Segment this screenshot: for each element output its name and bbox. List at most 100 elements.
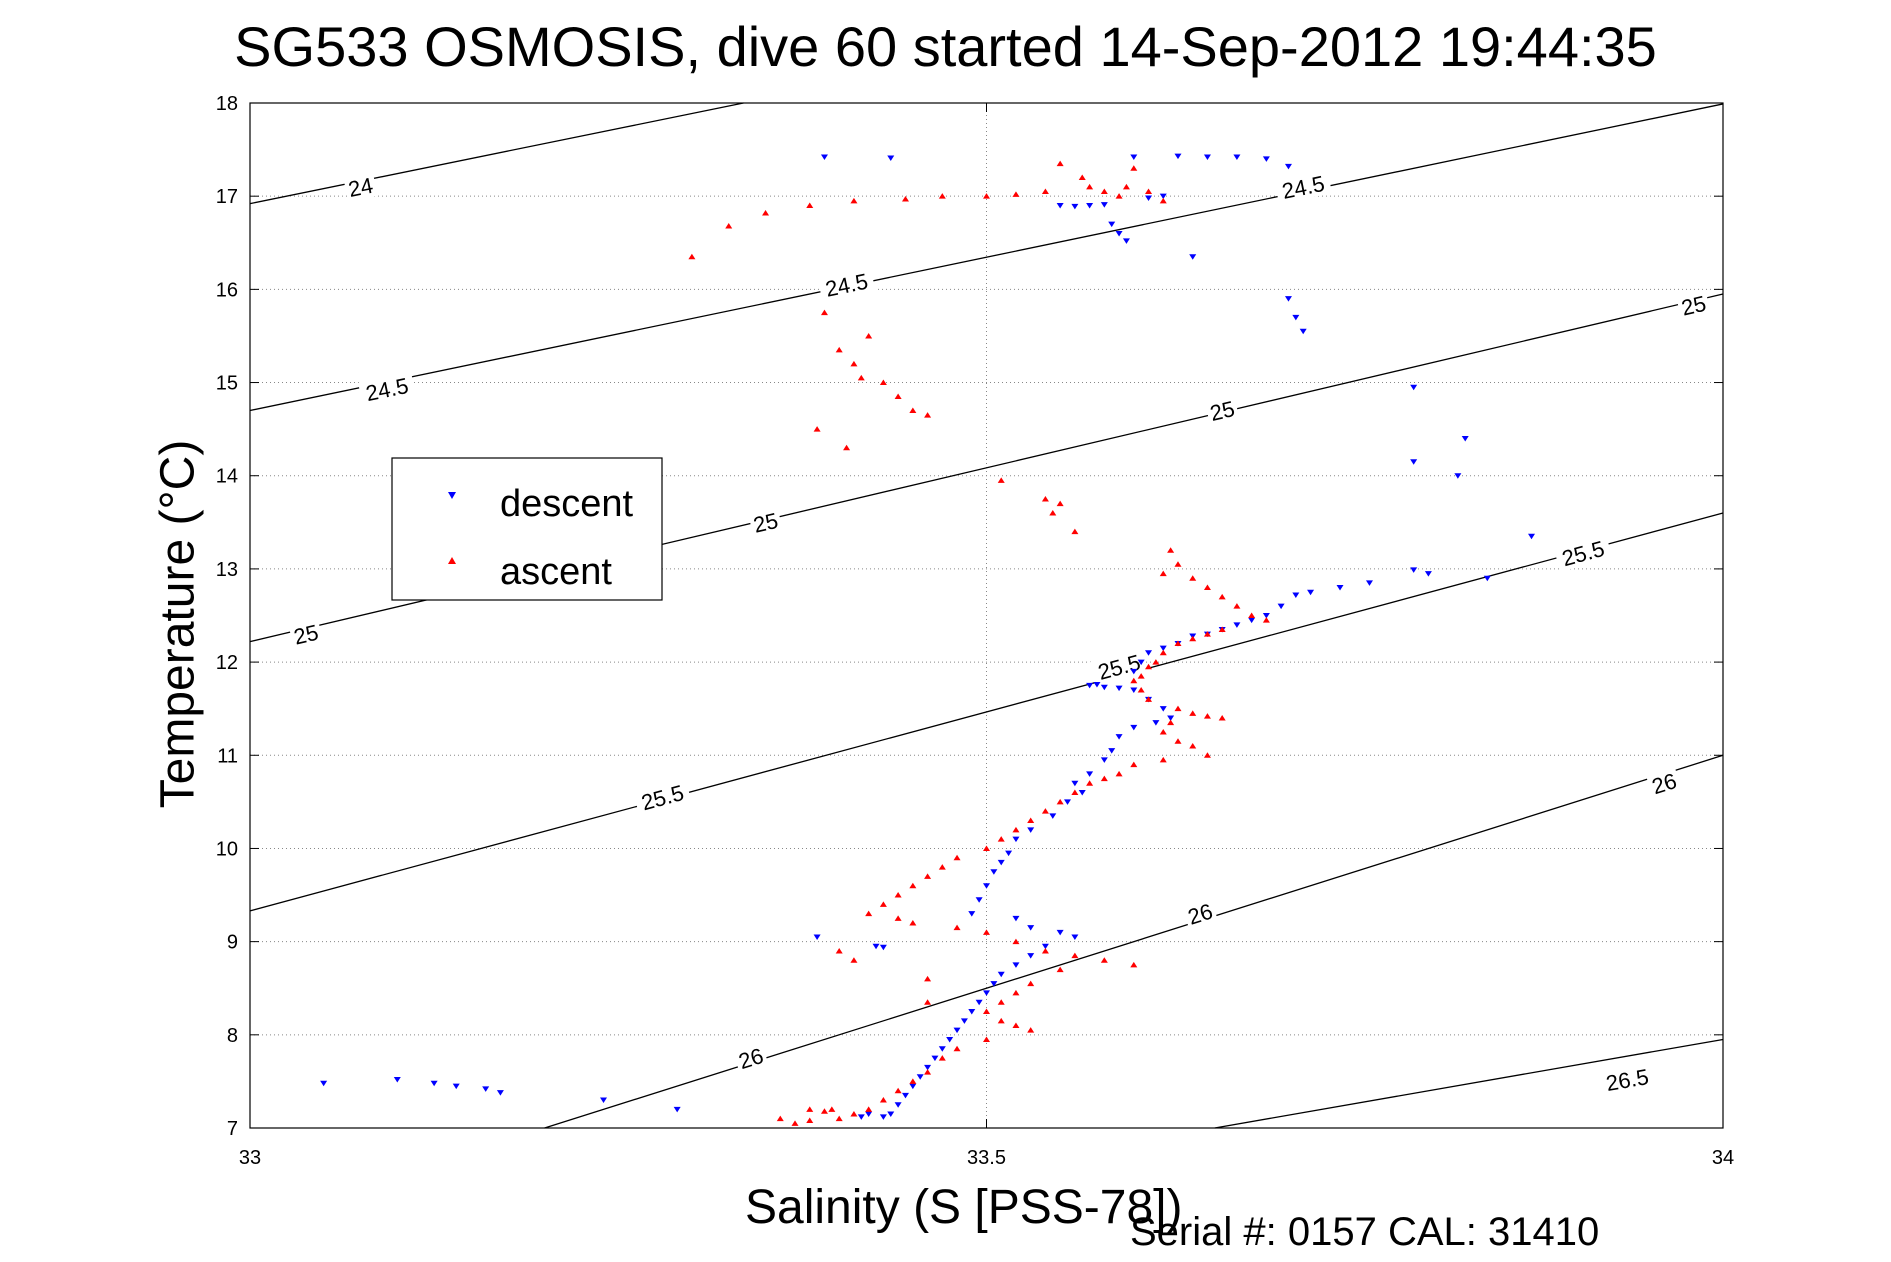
ascent-point	[1041, 808, 1049, 814]
descent-point	[1145, 650, 1153, 656]
y-tick-label: 13	[216, 559, 238, 581]
ascent-point	[983, 193, 990, 199]
ascent-point	[820, 309, 828, 316]
ascent-point	[894, 892, 902, 898]
ascent-point	[1041, 496, 1049, 502]
ascent-point	[1248, 612, 1256, 618]
descent-point	[1012, 836, 1020, 843]
x-tick-label: 34	[1712, 1147, 1734, 1169]
descent-point	[887, 155, 895, 161]
descent-point	[1203, 154, 1211, 161]
descent-point	[901, 1092, 909, 1099]
contour-label-bg	[358, 371, 416, 407]
ascent-point	[1174, 738, 1182, 744]
ascent-point	[894, 393, 902, 400]
ascent-point	[1189, 742, 1197, 749]
x-axis-label: Salinity (S [PSS-78])	[745, 1181, 1183, 1234]
descent-point	[600, 1097, 608, 1104]
data-points	[320, 153, 1536, 1126]
descent-point	[938, 1046, 946, 1052]
legend-box	[391, 457, 663, 601]
ascent-point	[1203, 631, 1211, 637]
ascent-point	[1086, 780, 1094, 786]
descent-point	[1410, 384, 1418, 391]
descent-point	[990, 869, 998, 875]
descent-point	[1336, 585, 1344, 591]
ascent-point	[1012, 191, 1020, 197]
ascent-point	[894, 1087, 902, 1094]
descent-point	[909, 1083, 917, 1090]
descent-point	[887, 1111, 895, 1118]
descent-point	[673, 1106, 681, 1113]
descent-point	[1122, 238, 1130, 244]
y-tick-label: 9	[227, 932, 238, 954]
legend-ascent-label: ascent	[500, 551, 612, 593]
descent-point	[1056, 203, 1064, 209]
ascent-point	[953, 924, 961, 931]
contour-label-bg	[633, 778, 692, 816]
descent-point	[975, 897, 983, 903]
ascent-point	[850, 957, 858, 963]
descent-point	[1130, 668, 1138, 675]
ascent-point	[938, 864, 946, 870]
contour-line	[249, 102, 744, 205]
ascent-point	[924, 975, 932, 982]
ascent-point	[924, 873, 932, 879]
descent-point	[1233, 154, 1241, 161]
descent-point	[1248, 617, 1256, 624]
descent-point	[1108, 221, 1116, 228]
ascent-point	[820, 1108, 828, 1114]
ascent-point	[894, 915, 902, 921]
descent-point	[1027, 827, 1035, 833]
contour-label-bg	[288, 619, 324, 650]
ascent-point	[806, 1117, 814, 1124]
descent-point	[1454, 473, 1462, 479]
legend-descent-marker	[448, 492, 456, 499]
ascent-point	[1012, 1022, 1020, 1028]
descent-point	[968, 911, 976, 917]
contour-line	[1214, 1038, 1724, 1129]
descent-point	[1012, 962, 1020, 968]
descent-point	[393, 1077, 401, 1083]
descent-point	[1292, 592, 1300, 598]
ascent-point	[1145, 696, 1153, 702]
ascent-point	[1056, 160, 1064, 167]
descent-point	[872, 943, 880, 950]
ascent-point	[1159, 197, 1167, 204]
ascent-point	[1145, 663, 1153, 670]
ascent-point	[1159, 756, 1167, 763]
ascent-point	[997, 477, 1005, 483]
ascent-point	[1262, 617, 1270, 623]
ascent-point	[1115, 193, 1123, 199]
descent-point	[894, 1102, 902, 1108]
descent-point	[1137, 659, 1145, 666]
ascent-point	[850, 360, 858, 367]
ascent-point	[1159, 570, 1167, 577]
ascent-point	[938, 193, 946, 199]
ascent-point	[1056, 798, 1064, 805]
ascent-point	[983, 845, 990, 851]
contour-label-text: 25	[291, 620, 321, 650]
descent-point	[975, 999, 983, 1006]
ascent-point	[997, 836, 1005, 842]
descent-point	[983, 883, 990, 889]
ascent-point	[1056, 966, 1064, 973]
ascent-point	[1159, 649, 1167, 656]
x-tick-label: 33	[239, 1147, 261, 1169]
ascent-point	[1218, 626, 1226, 632]
descent-point	[946, 1036, 954, 1043]
contour-label-bg	[748, 507, 783, 538]
descent-point	[1277, 603, 1285, 610]
descent-point	[1189, 254, 1197, 260]
ascent-point	[983, 929, 990, 935]
ascent-point	[1130, 677, 1138, 684]
ascent-point	[865, 1106, 873, 1112]
legend: descent ascent	[391, 457, 663, 601]
ascent-point	[924, 999, 932, 1005]
descent-point	[1100, 202, 1108, 208]
ascent-point	[1174, 705, 1182, 712]
descent-point	[496, 1090, 504, 1096]
ascent-point	[835, 346, 843, 353]
ascent-point	[1203, 713, 1211, 719]
descent-point	[990, 981, 998, 987]
